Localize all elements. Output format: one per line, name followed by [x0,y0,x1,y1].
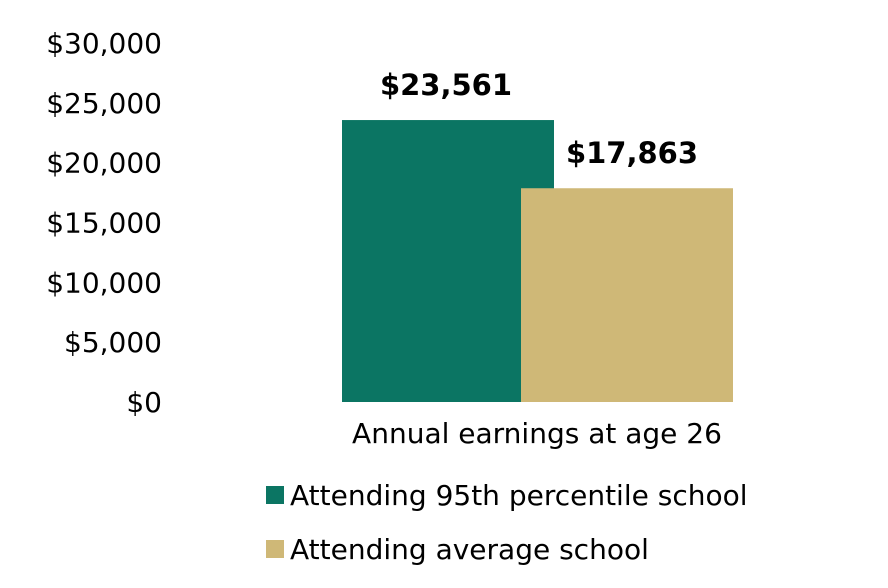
bar [521,188,733,402]
legend-swatch-95th-percentile [266,486,284,504]
data-label: $17,863 [566,136,698,170]
legend-label-95th-percentile: Attending 95th percentile school [290,478,748,512]
legend-item-average-school: Attending average school [266,530,748,568]
bar [342,120,554,402]
bar-chart: $0 $5,000 $10,000 $15,000 $20,000 $25,000 $30,… [46,27,733,450]
y-tick-label: $30,000 [46,27,162,60]
legend-swatch-average-school [266,540,284,558]
y-tick-label: $20,000 [46,147,162,180]
bars [342,120,733,402]
legend-label-average-school: Attending average school [290,532,649,566]
y-tick-label: $10,000 [46,266,162,299]
data-label: $23,561 [380,68,512,102]
x-axis: Annual earnings at age 26 [352,417,722,450]
legend-item-95th-percentile: Attending 95th percentile school [266,476,748,514]
y-tick-label: $0 [126,386,162,419]
y-tick-label: $15,000 [46,207,162,240]
y-tick-label: $25,000 [46,87,162,120]
x-category-label: Annual earnings at age 26 [352,417,722,450]
legend: Attending 95th percentile school Attendi… [266,476,748,584]
y-axis: $0 $5,000 $10,000 $15,000 $20,000 $25,000 $30,… [46,27,162,419]
data-labels: $23,561 $17,863 [380,68,698,170]
y-tick-label: $5,000 [64,326,162,359]
